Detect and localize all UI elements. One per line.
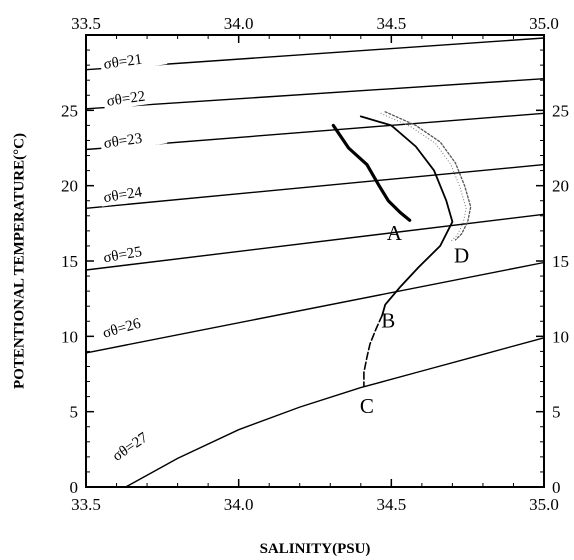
y-tick-label-left: 5 — [70, 403, 79, 422]
isopycnal-label: σθ=23 — [103, 131, 144, 152]
isopycnal-label-bg — [98, 237, 168, 267]
x-tick-label-bottom: 34.5 — [376, 495, 406, 514]
isopycnal-label-bg — [99, 46, 168, 74]
isopycnal-line — [85, 163, 545, 209]
y-tick-label-left: 0 — [70, 478, 79, 497]
y-tick-label-left: 25 — [61, 101, 78, 120]
isopycnal-line — [85, 261, 545, 354]
text-labels: σθ=21 σθ=22 σθ=23 σθ=24 σθ=25 σθ=26 σθ=27 A B C D — [97, 46, 469, 467]
isopycnal-label: σθ=21 — [103, 52, 144, 73]
y-tick-label-right: 5 — [552, 403, 561, 422]
y-tick-label-right: 25 — [552, 101, 569, 120]
series-line-c — [363, 314, 383, 387]
isopycnal-label-bg — [106, 414, 171, 467]
x-tick-label-top: 33.5 — [71, 14, 101, 33]
x-tick-label-top: 34.5 — [376, 14, 406, 33]
y-tick-label-left: 15 — [61, 252, 78, 271]
axis-ticks: 33.533.534.034.034.534.535.035.005101520… — [61, 14, 569, 514]
y-tick-label-right: 20 — [552, 177, 569, 196]
data-series — [331, 111, 472, 387]
series-line-d-shadow — [380, 112, 467, 242]
isopycnal-label: σθ=27 — [110, 430, 151, 465]
isopycnal-label: σθ=24 — [102, 184, 143, 206]
curve-label-a: A — [387, 221, 403, 245]
series-line-d — [384, 111, 472, 241]
isopycnal-line — [85, 78, 545, 110]
curve-label-c: C — [360, 394, 374, 418]
isopycnal-line — [125, 337, 545, 488]
y-tick-label-left: 10 — [61, 327, 78, 346]
x-tick-label-bottom: 34.0 — [224, 495, 254, 514]
y-tick-label-right: 10 — [552, 327, 569, 346]
curve-label-b: B — [381, 308, 395, 332]
isopycnal-label: σθ=25 — [102, 244, 143, 266]
isopycnal-label-bg — [97, 307, 166, 343]
y-tick-label-right: 0 — [552, 478, 561, 497]
isopycnal-line — [85, 213, 545, 271]
isopycnal-label: σθ=26 — [101, 315, 143, 341]
y-tick-label-left: 20 — [61, 177, 78, 196]
y-tick-label-right: 15 — [552, 252, 569, 271]
isopycnal-label-bg — [99, 125, 168, 153]
isopycnal-label-bg — [99, 178, 168, 207]
curve-label-d: D — [454, 244, 469, 268]
series-line-a — [331, 123, 412, 222]
x-axis-title: SALINITY(PSU) — [260, 541, 371, 557]
series-line-b — [359, 115, 454, 317]
isopycnal-label: σθ=22 — [106, 89, 147, 110]
x-tick-label-bottom: 33.5 — [71, 495, 101, 514]
isopycnal-label-bg — [102, 83, 171, 111]
x-tick-label-top: 35.0 — [529, 14, 559, 33]
x-tick-label-top: 34.0 — [224, 14, 254, 33]
y-axis-title: POTENTIONAL TEMPERATURE(°C) — [11, 133, 27, 389]
x-tick-label-bottom: 35.0 — [529, 495, 559, 514]
